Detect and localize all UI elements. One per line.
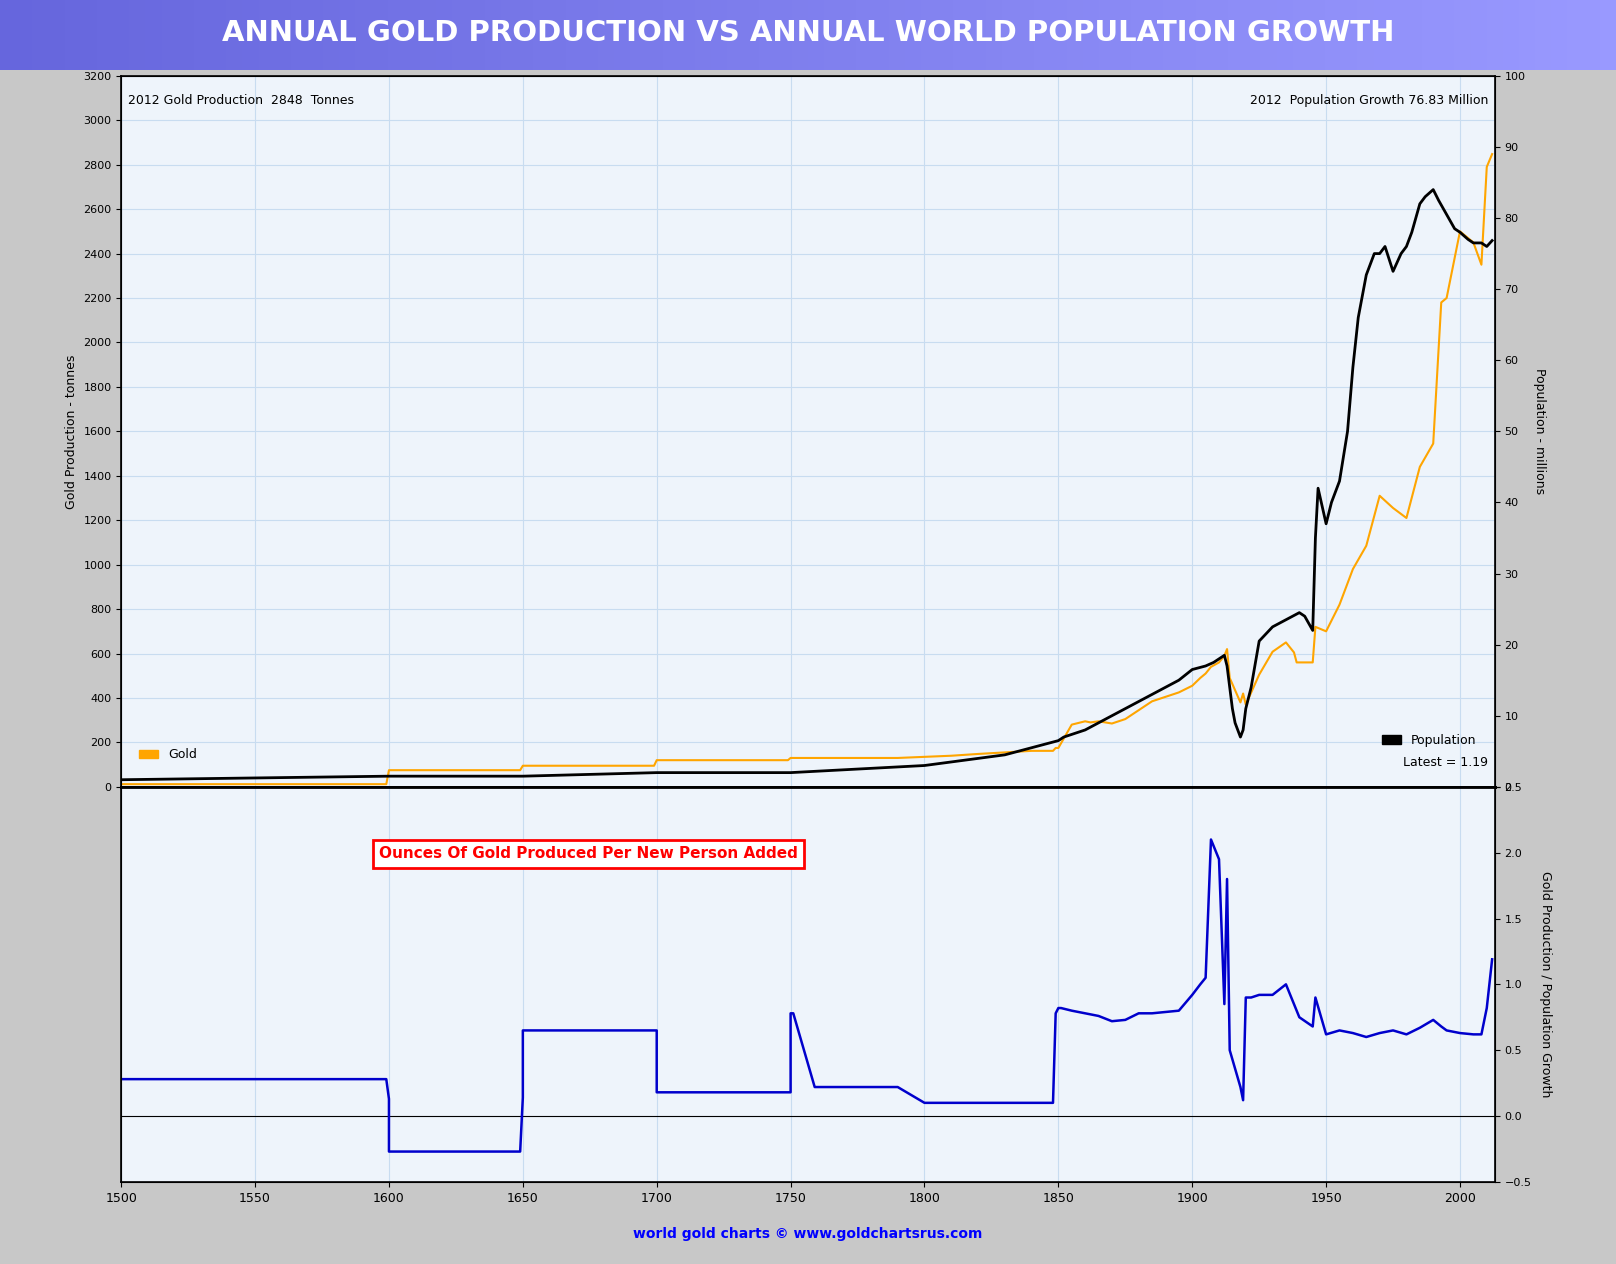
Y-axis label: Gold Production - tonnes: Gold Production - tonnes (65, 354, 78, 508)
Text: Latest = 1.19: Latest = 1.19 (1403, 756, 1488, 769)
Text: ANNUAL GOLD PRODUCTION VS ANNUAL WORLD POPULATION GROWTH: ANNUAL GOLD PRODUCTION VS ANNUAL WORLD P… (221, 19, 1395, 47)
Y-axis label: Gold Production / Population Growth: Gold Production / Population Growth (1540, 871, 1553, 1097)
Legend: Gold: Gold (134, 743, 202, 766)
Text: world gold charts © www.goldchartsrus.com: world gold charts © www.goldchartsrus.co… (633, 1227, 983, 1241)
Text: Ounces Of Gold Produced Per New Person Added: Ounces Of Gold Produced Per New Person A… (378, 847, 798, 862)
Legend: Population: Population (1377, 729, 1482, 752)
Text: 2012  Population Growth 76.83 Million: 2012 Population Growth 76.83 Million (1249, 94, 1488, 106)
Y-axis label: Population - millions: Population - millions (1534, 368, 1547, 494)
Text: 2012 Gold Production  2848  Tonnes: 2012 Gold Production 2848 Tonnes (128, 94, 354, 106)
